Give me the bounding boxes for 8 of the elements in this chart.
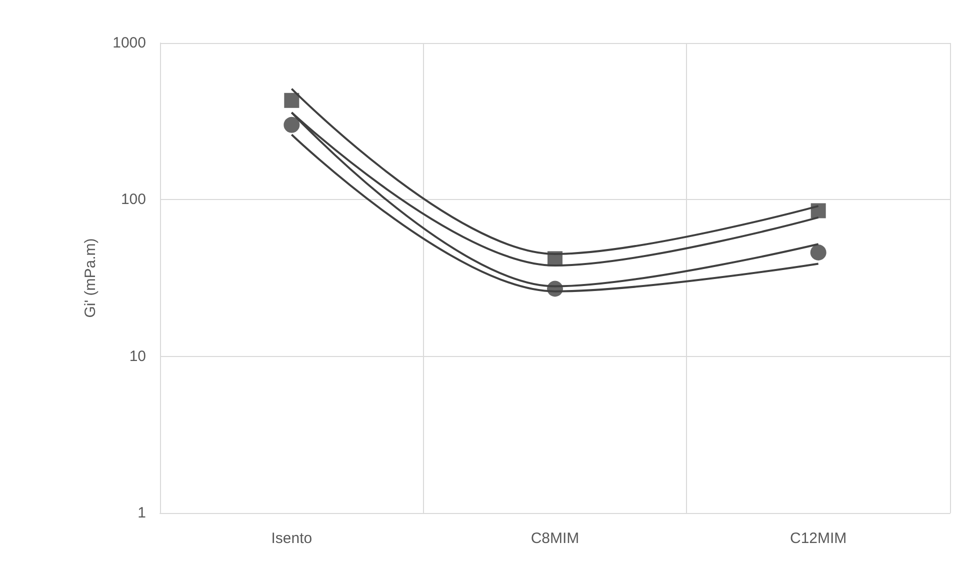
y-axis-title: Gi' (mPa.m) bbox=[82, 238, 99, 318]
y-tick-label: 1 bbox=[138, 504, 146, 522]
x-tick-label: C8MIM bbox=[530, 530, 580, 547]
x-tick-label: Isento bbox=[271, 530, 312, 547]
x-tick-label: C12MIM bbox=[790, 530, 847, 547]
y-tick-label: 100 bbox=[120, 191, 146, 208]
y-tick-label: 1000 bbox=[112, 34, 146, 52]
y-tick-label: 10 bbox=[129, 348, 146, 365]
